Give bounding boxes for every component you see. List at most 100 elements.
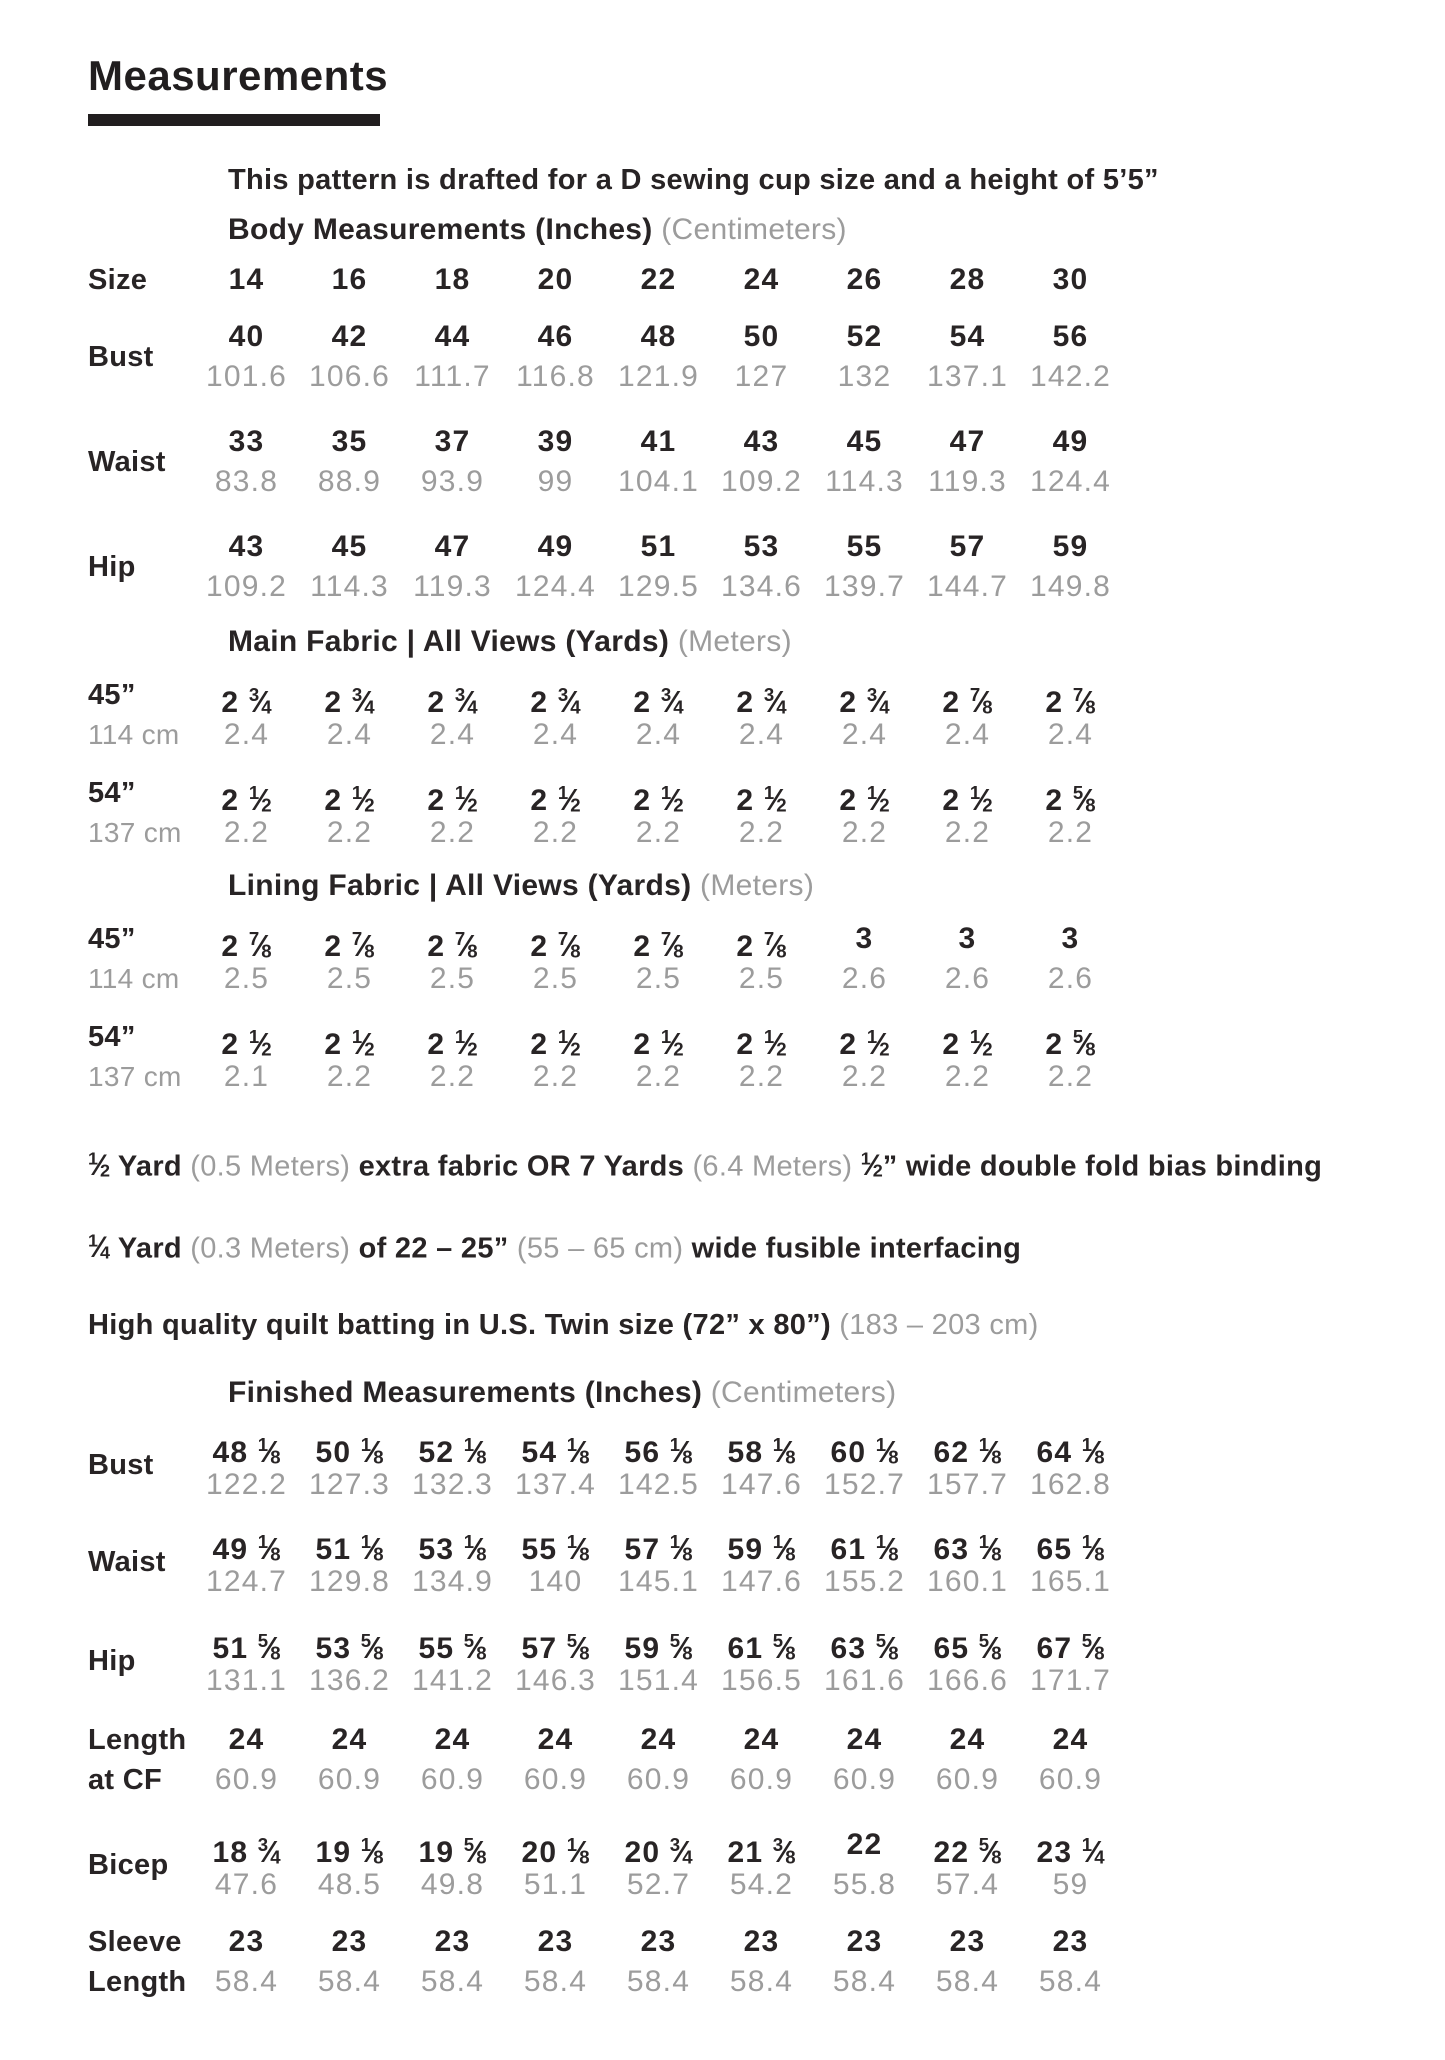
yards-value: 3: [958, 922, 977, 955]
meters-value: 2.2: [944, 1060, 991, 1093]
yards-value: 2 1⁄2: [736, 782, 787, 817]
note-segment: of 22 – 25”: [358, 1232, 517, 1265]
size-value: 26: [846, 263, 883, 296]
cm-value: 132.3: [411, 1467, 494, 1501]
width-inches-label: 54”: [88, 1021, 136, 1053]
yards-value: 3: [855, 922, 874, 955]
measurement-label: Bust: [88, 1425, 195, 1505]
fabric-rows: 2 3⁄4 2 3⁄4 2 3⁄4 2 3⁄4 2 3⁄4 2 3⁄4 2 3⁄4 2 7⁄8…: [195, 675, 1122, 755]
yards-value: 2 1⁄2: [736, 1026, 787, 1061]
fabric-width-group: 54” 137 cm 2 1⁄2 2 1⁄2 2 1⁄2 2 1⁄2 2 1⁄2 2 1⁄…: [88, 1017, 1405, 1097]
yards-value: 2 1⁄2: [324, 1026, 375, 1061]
inches-value: 51 1⁄8: [315, 1530, 384, 1566]
cm-value: 122.2: [205, 1467, 288, 1501]
cm-value: 114.3: [310, 570, 389, 603]
cm-value: 88.9: [317, 465, 382, 498]
cm-value: 121.9: [617, 360, 700, 393]
yards-value: 2 1⁄2: [530, 1026, 581, 1061]
measurement-rows: 24 24 24 24 24 24 24 24 24 60.9 60.9 60.9 60.9 60.9 6…: [195, 1720, 1122, 1800]
cm-value: 48.5: [317, 1867, 382, 1901]
meters-value: 2.2: [635, 816, 682, 849]
measurement-rows: 40 42 44 46 48 50 52 54 56 101.6 106.6 111.7 116.8 1…: [195, 317, 1122, 397]
yards-value: 2 1⁄2: [221, 1026, 272, 1061]
measurement-label: Length at CF: [88, 1720, 195, 1800]
fabric-rows: 2 1⁄2 2 1⁄2 2 1⁄2 2 1⁄2 2 1⁄2 2 1⁄2 2 1⁄2 2 1⁄2…: [195, 773, 1122, 853]
cm-value: 152.7: [823, 1467, 906, 1501]
size-value: 18: [434, 263, 471, 296]
measurement-group: Waist 49 1⁄8 51 1⁄8 53 1⁄8 55 1⁄8 57 1⁄8 59 1…: [88, 1522, 1405, 1602]
inches-value: 22: [846, 1827, 883, 1861]
label-line1: Sleeve: [88, 1925, 182, 1958]
inches-value: 19 5⁄8: [418, 1833, 487, 1869]
inches-value: 24: [743, 1722, 780, 1756]
cm-value: 106.6: [308, 360, 391, 393]
yards-value: 2 7⁄8: [530, 928, 581, 963]
label-line1: Bust: [88, 341, 154, 373]
inches-value: 48 1⁄8: [212, 1433, 281, 1469]
inches-value: 53 1⁄8: [418, 1530, 487, 1566]
cm-value: 127: [734, 360, 789, 393]
cm-value: 134.6: [720, 570, 803, 603]
inches-value: 54: [949, 320, 986, 353]
inches-value: 60 1⁄8: [830, 1433, 899, 1469]
measurement-label: Hip: [88, 527, 195, 607]
inches-value: 23: [743, 1924, 780, 1958]
inches-value: 49: [537, 530, 574, 563]
cm-value: 131.1: [205, 1663, 288, 1697]
cm-row: 124.7 129.8 134.9 140 145.1 147.6 155.2 160.1 16…: [195, 1562, 1122, 1602]
inches-value: 56: [1052, 320, 1089, 353]
note-segment: 1⁄2” wide double fold bias binding: [860, 1149, 1323, 1183]
main-fabric-heading: Main Fabric | All Views (Yards) (Meters): [228, 622, 1405, 662]
meters-row: 2.1 2.2 2.2 2.2 2.2 2.2 2.2 2.2 2.2: [195, 1057, 1122, 1097]
yards-value: 2 1⁄2: [427, 782, 478, 817]
cm-value: 124.4: [1029, 465, 1112, 498]
inches-value: 65 5⁄8: [933, 1629, 1002, 1665]
heading-main: Lining Fabric | All Views (Yards): [228, 869, 692, 902]
cm-value: 58.4: [317, 1964, 382, 1998]
inches-value: 50 1⁄8: [315, 1433, 384, 1469]
cm-value: 59: [1052, 1867, 1089, 1901]
note-segment: (0.3 Meters): [190, 1232, 359, 1265]
inches-value: 24: [949, 1722, 986, 1756]
cm-value: 55.8: [832, 1867, 897, 1901]
cm-value: 58.4: [935, 1964, 1000, 1998]
cm-value: 147.6: [720, 1467, 803, 1501]
inches-value: 45: [846, 425, 883, 458]
inches-value: 65 1⁄8: [1036, 1530, 1105, 1566]
cm-value: 47.6: [214, 1867, 279, 1901]
width-inches-label: 54”: [88, 777, 136, 809]
inches-row: 23 23 23 23 23 23 23 23 23: [195, 1922, 1122, 1962]
meters-value: 2.2: [635, 1060, 682, 1093]
inches-value: 43: [743, 425, 780, 458]
cm-value: 161.6: [823, 1663, 906, 1697]
cm-value: 57.4: [935, 1867, 1000, 1901]
inches-value: 62 1⁄8: [933, 1433, 1002, 1469]
measurement-rows: 51 5⁄8 53 5⁄8 55 5⁄8 57 5⁄8 59 5⁄8 61 5⁄8 63 5…: [195, 1621, 1122, 1701]
meters-value: 2.2: [1047, 1060, 1094, 1093]
cm-value: 147.6: [720, 1564, 803, 1598]
cm-value: 156.5: [720, 1663, 803, 1697]
meters-value: 2.5: [326, 962, 373, 995]
cm-value: 58.4: [626, 1964, 691, 1998]
inches-value: 51: [640, 530, 677, 563]
lining-fabric-heading: Lining Fabric | All Views (Yards) (Meter…: [228, 866, 1405, 906]
fabric-width-group: 45” 114 cm 2 3⁄4 2 3⁄4 2 3⁄4 2 3⁄4 2 3⁄4 2 3⁄…: [88, 675, 1405, 755]
inches-value: 21 3⁄8: [727, 1833, 796, 1869]
inches-value: 23: [228, 1924, 265, 1958]
cm-row: 83.8 88.9 93.9 99 104.1 109.2 114.3 119.3 124.4: [195, 462, 1122, 502]
yards-value: 2 1⁄2: [633, 782, 684, 817]
measurement-rows: 49 1⁄8 51 1⁄8 53 1⁄8 55 1⁄8 57 1⁄8 59 1⁄8 61 1…: [195, 1522, 1122, 1602]
heading-unit: (Centimeters): [710, 1375, 897, 1409]
yards-value: 2 5⁄8: [1045, 1026, 1096, 1061]
cm-value: 165.1: [1029, 1564, 1112, 1598]
finished-measurements-heading: Finished Measurements (Inches) (Centimet…: [228, 1373, 1405, 1413]
meters-value: 2.2: [532, 816, 579, 849]
inches-value: 53 5⁄8: [315, 1629, 384, 1665]
yards-value: 2 7⁄8: [942, 684, 993, 719]
inches-value: 23 1⁄4: [1036, 1833, 1105, 1869]
meters-value: 2.2: [944, 816, 991, 849]
width-inches-label: 45”: [88, 923, 136, 955]
cm-value: 60.9: [626, 1762, 691, 1796]
label-line1: Hip: [88, 1644, 136, 1677]
inches-value: 18 3⁄4: [212, 1833, 281, 1869]
